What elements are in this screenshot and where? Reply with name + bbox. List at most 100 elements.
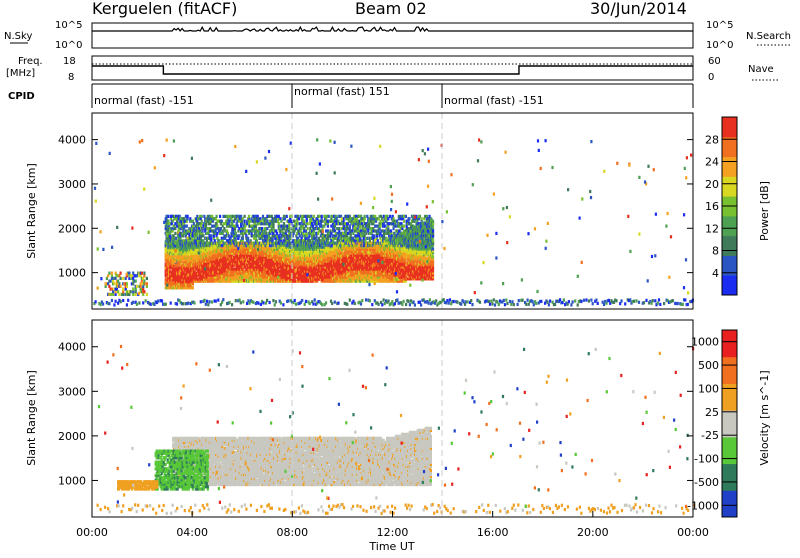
echo-cell: [503, 299, 505, 302]
echo-cell: [113, 303, 115, 306]
echo-cell: [282, 303, 284, 306]
echo-cell: [331, 302, 333, 305]
echo-cell: [401, 303, 403, 306]
cpid-label: CPID: [8, 91, 35, 102]
echo-cell: [414, 303, 416, 306]
echo-cell: [200, 300, 202, 303]
echo-cell: [409, 303, 411, 306]
echo-cell: [554, 303, 556, 306]
echo-cell: [240, 301, 242, 304]
echo-cell: [471, 303, 473, 306]
nave-label: Nave: [748, 64, 774, 75]
echo-cell: [117, 302, 119, 305]
echo-cell: [365, 298, 367, 301]
echo-cell: [294, 299, 296, 302]
echo-cell: [272, 299, 274, 302]
echo-cell: [585, 298, 587, 301]
echo-cell: [532, 300, 534, 303]
echo-cell: [525, 303, 527, 306]
echo-cell: [378, 303, 380, 306]
echo-cell: [638, 301, 640, 304]
echo-cell: [687, 303, 689, 306]
echo-cell: [322, 220, 324, 223]
echo-cell: [321, 215, 323, 218]
echo-cell: [222, 298, 224, 301]
echo-cell: [145, 299, 147, 302]
freq-trace: [92, 66, 693, 74]
station-title: Kerguelen (fitACF): [92, 0, 237, 18]
echo-cell: [349, 299, 351, 302]
nsky-tick-bottom: 10^0: [55, 40, 82, 51]
echo-cell: [493, 298, 495, 301]
echo-cell: [677, 302, 679, 305]
echo-cell: [429, 298, 431, 301]
echo-cell: [659, 303, 661, 306]
echo-cell: [633, 300, 635, 303]
echo-cell: [494, 303, 496, 306]
echo-cell: [210, 234, 212, 237]
echo-cell: [603, 303, 605, 306]
echo-cell: [396, 298, 398, 301]
echo-cell: [466, 300, 468, 303]
echo-cell: [588, 299, 590, 302]
echo-cell: [122, 299, 124, 302]
echo-cell: [287, 299, 289, 302]
echo-cell: [509, 300, 511, 303]
echo-cell: [574, 299, 576, 302]
echo-cell: [540, 300, 542, 303]
echo-cell: [592, 302, 594, 305]
echo-cell: [231, 303, 233, 306]
echo-cell: [215, 300, 217, 303]
echo-cell: [629, 298, 631, 301]
echo-cell: [419, 301, 421, 304]
echo-cell: [498, 303, 500, 306]
echo-cell: [577, 303, 579, 306]
echo-cell: [260, 303, 262, 306]
echo-cell: [206, 300, 208, 303]
echo-cell: [165, 303, 167, 306]
echo-cell: [142, 301, 144, 304]
cpid-segment-1: normal (fast) -151: [94, 94, 194, 107]
echo-cell: [269, 301, 271, 304]
echo-cell: [572, 300, 574, 303]
echo-cell: [111, 299, 113, 302]
echo-cell: [244, 215, 246, 218]
echo-cell: [413, 301, 415, 304]
echo-cell: [428, 302, 430, 305]
echo-cell: [470, 299, 472, 302]
nsearch-tick-top: 10^5: [706, 20, 733, 31]
echo-cell: [205, 303, 207, 306]
echo-cell: [388, 300, 390, 303]
echo-cell: [570, 303, 572, 306]
echo-cell: [435, 299, 437, 302]
echo-cell: [504, 303, 506, 306]
nsky-trace: [92, 27, 693, 31]
echo-cell: [491, 302, 493, 305]
date-title: 30/Jun/2014: [590, 0, 687, 18]
echo-cell: [371, 303, 373, 306]
echo-cell: [657, 302, 659, 305]
echo-cell: [624, 302, 626, 305]
echo-cell: [354, 302, 356, 305]
echo-cell: [563, 298, 565, 301]
echo-cell: [513, 303, 515, 306]
echo-cell: [590, 299, 592, 302]
nsky-label: N.Sky: [4, 31, 32, 42]
echo-cell: [456, 301, 458, 304]
echo-cell: [608, 299, 610, 302]
echo-cell: [403, 300, 405, 303]
freq-label: Freq.: [18, 56, 43, 67]
echo-cell: [568, 300, 570, 303]
echo-cell: [369, 299, 371, 302]
echo-cell: [201, 220, 203, 223]
echo-cell: [305, 300, 307, 303]
echo-cell: [672, 299, 674, 302]
nave-tick-top: 60: [708, 56, 721, 67]
echo-cell: [242, 300, 244, 303]
echo-cell: [489, 303, 491, 306]
echo-cell: [201, 215, 203, 218]
echo-cell: [301, 299, 303, 302]
echo-cell: [102, 302, 104, 305]
echo-cell: [337, 302, 339, 305]
